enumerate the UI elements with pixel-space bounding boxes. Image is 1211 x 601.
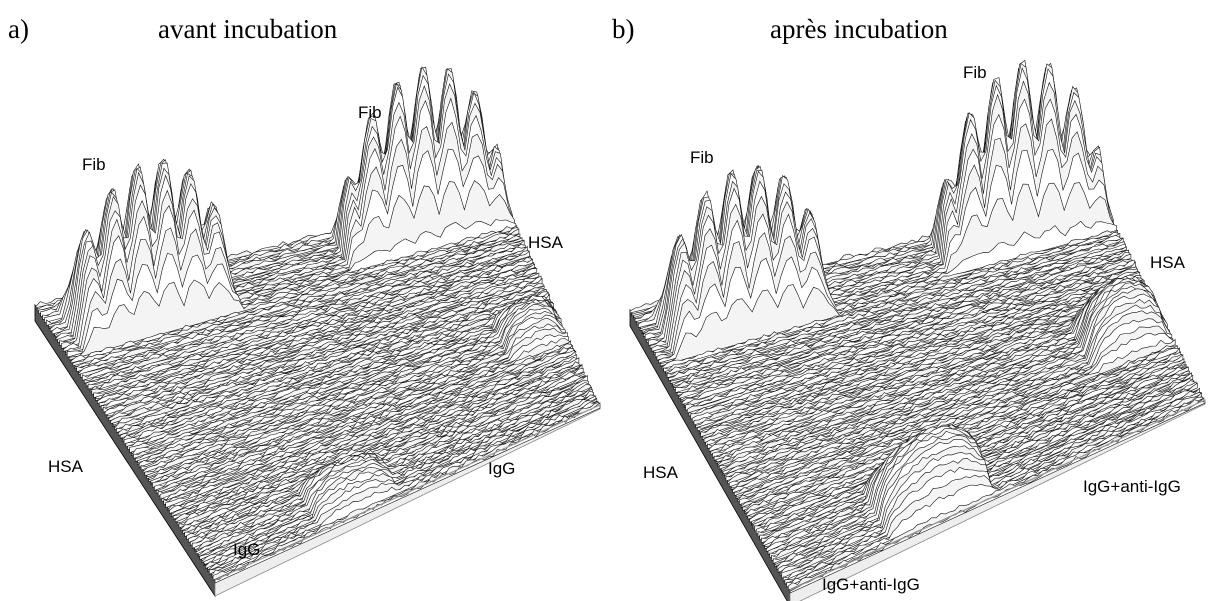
surface-trace: [72, 235, 522, 367]
surface-trace: [673, 249, 1129, 391]
peak-label: IgG+anti-IgG: [1083, 477, 1181, 496]
panel-letter: a): [8, 14, 29, 44]
surface-trace: [670, 246, 1127, 385]
surface-trace: [668, 243, 1126, 382]
surface-trace: [671, 250, 1128, 388]
surface-trace: [165, 344, 573, 509]
surface-trace: [78, 239, 525, 375]
surface-trace: [85, 250, 529, 387]
surface-trace: [666, 241, 1125, 379]
surface-trace: [192, 374, 588, 549]
surface-trace: [108, 275, 542, 422]
surface-trace: [156, 327, 568, 494]
panel: b) après incubation Fib Fib HSA HSA IgG+anti-I…: [612, 14, 1206, 601]
peak-label: HSA: [48, 457, 84, 476]
surface-edge: [789, 399, 1206, 591]
surface-trace: [171, 350, 577, 517]
surface-trace: [176, 357, 580, 526]
surface-trace: [173, 354, 578, 520]
surface-trace: [169, 349, 576, 514]
surface-trace: [97, 263, 536, 404]
surface-trace: [688, 270, 1139, 417]
surface-trace: [182, 363, 583, 535]
surface-trace: [121, 291, 549, 442]
peak-label: IgG: [488, 459, 515, 478]
surface-trace: [180, 364, 582, 532]
surface-trace: [146, 307, 563, 480]
peak-label: Fib: [690, 148, 714, 167]
surface-trace: [680, 260, 1134, 402]
panel-title: après incubation: [770, 14, 948, 44]
surface-trace: [159, 338, 570, 500]
surface-trace: [101, 268, 538, 410]
surface-trace: [68, 228, 520, 361]
peak-label: HSA: [1150, 253, 1186, 272]
surface-trace: [84, 245, 528, 384]
surface-trace: [675, 252, 1131, 394]
surface-trace: [199, 386, 592, 561]
peak-label: HSA: [528, 233, 564, 252]
surface-trace: [697, 280, 1145, 432]
peak-label: Fib: [358, 103, 382, 122]
panel: a) avant incubation Fib Fib HSA HSA IgG IgG: [8, 14, 601, 598]
surface-trace: [74, 237, 523, 370]
surface-trace: [133, 295, 556, 459]
surface-trace: [161, 340, 571, 503]
surface-trace: [787, 397, 1205, 591]
peak-label: IgG: [233, 540, 260, 559]
peak-label: Fib: [82, 155, 106, 174]
surface-trace: [104, 272, 540, 416]
surface-trace: [163, 343, 572, 506]
surface-trace: [93, 258, 533, 399]
surface-edge: [214, 404, 601, 581]
panel-letter: b): [612, 14, 635, 44]
surface-trace: [742, 332, 1175, 511]
surface-trace: [174, 356, 579, 523]
surface-trace: [127, 296, 552, 451]
surface-trace: [683, 261, 1136, 408]
surface-trace: [184, 367, 584, 538]
surface-trace: [138, 300, 559, 468]
surface-trace: [123, 293, 550, 445]
surface-trace: [212, 402, 600, 581]
peak-label: Fib: [963, 63, 987, 82]
surface-trace: [95, 261, 535, 402]
panel-title: avant incubation: [158, 14, 338, 44]
peak-label: HSA: [643, 463, 679, 482]
surface-trace: [740, 325, 1174, 508]
surface-trace: [681, 259, 1135, 405]
peak-label: IgG+anti-IgG: [822, 575, 920, 594]
surface-trace: [690, 271, 1141, 420]
surface-trace: [112, 283, 544, 428]
surface-trace: [157, 334, 569, 497]
surface-trace: [676, 253, 1132, 396]
surface-trace: [89, 255, 531, 393]
surface-trace: [154, 323, 567, 491]
